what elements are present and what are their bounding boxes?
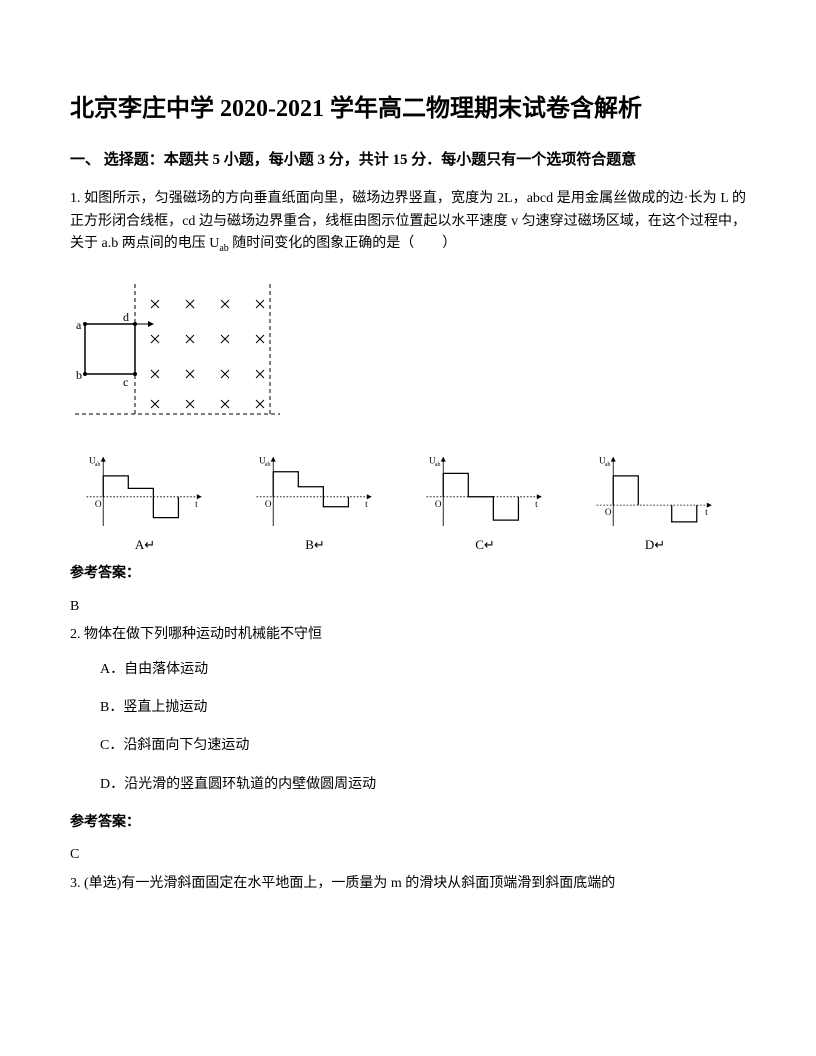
svg-text:b: b bbox=[76, 368, 82, 382]
svg-text:t: t bbox=[535, 499, 538, 509]
q1-sub: ab bbox=[219, 243, 228, 254]
svg-text:O: O bbox=[435, 499, 442, 509]
q1-options-row: Uab t O A↵ Uab t O B↵ bbox=[70, 455, 730, 555]
option-b-label: B↵ bbox=[305, 535, 325, 556]
q1-diagram: a d b c bbox=[70, 279, 290, 429]
q2-answer: C bbox=[70, 844, 746, 866]
svg-text:O: O bbox=[265, 499, 272, 509]
option-d-label: D↵ bbox=[645, 535, 665, 556]
option-d: Uab t O D↵ bbox=[580, 455, 730, 555]
q2-choice-a: A．自由落体运动 bbox=[100, 659, 746, 681]
svg-text:O: O bbox=[95, 499, 102, 509]
svg-text:d: d bbox=[123, 310, 129, 324]
question-3: 3. (单选)有一光滑斜面固定在水平地面上，一质量为 m 的滑块从斜面顶端滑到斜… bbox=[70, 873, 746, 895]
q2-answer-label: 参考答案： bbox=[70, 812, 746, 834]
svg-text:ab: ab bbox=[95, 462, 101, 468]
svg-text:O: O bbox=[605, 508, 612, 518]
svg-text:c: c bbox=[123, 375, 128, 389]
option-c-label: C↵ bbox=[475, 535, 495, 556]
q2-choice-c: C．沿斜面向下匀速运动 bbox=[100, 735, 746, 757]
q2-choice-b: B．竖直上抛运动 bbox=[100, 697, 746, 719]
section-header: 一、 选择题：本题共 5 小题，每小题 3 分，共计 15 分．每小题只有一个选… bbox=[70, 148, 746, 172]
q1-text-part2: 随时间变化的图象正确的是（ ） bbox=[229, 236, 457, 251]
svg-text:ab: ab bbox=[435, 462, 441, 468]
svg-text:t: t bbox=[365, 499, 368, 509]
svg-text:a: a bbox=[76, 318, 82, 332]
question-1: 1. 如图所示，匀强磁场的方向垂直纸面向里，磁场边界竖直，宽度为 2L，abcd… bbox=[70, 188, 746, 257]
svg-text:ab: ab bbox=[605, 462, 611, 468]
svg-text:ab: ab bbox=[265, 462, 271, 468]
option-a-label: A↵ bbox=[135, 535, 155, 556]
q1-answer: B bbox=[70, 596, 746, 618]
option-b: Uab t O B↵ bbox=[240, 455, 390, 555]
q1-answer-label: 参考答案： bbox=[70, 563, 746, 585]
q2-choice-d: D．沿光滑的竖直圆环轨道的内壁做圆周运动 bbox=[100, 774, 746, 796]
option-a: Uab t O A↵ bbox=[70, 455, 220, 555]
svg-text:t: t bbox=[195, 499, 198, 509]
page-title: 北京李庄中学 2020-2021 学年高二物理期末试卷含解析 bbox=[70, 90, 746, 128]
svg-text:t: t bbox=[705, 508, 708, 518]
q2-choices: A．自由落体运动 B．竖直上抛运动 C．沿斜面向下匀速运动 D．沿光滑的竖直圆环… bbox=[100, 659, 746, 797]
option-c: Uab t O C↵ bbox=[410, 455, 560, 555]
question-2: 2. 物体在做下列哪种运动时机械能不守恒 bbox=[70, 624, 746, 646]
